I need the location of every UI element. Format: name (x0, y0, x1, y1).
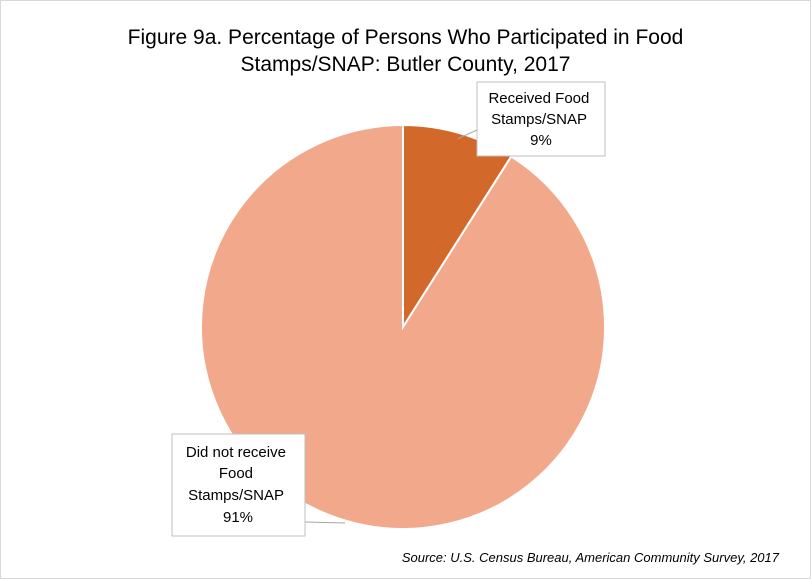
callout-received-box (476, 81, 606, 157)
pie-slices (199, 123, 606, 530)
source-note: Source: U.S. Census Bureau, American Com… (401, 550, 779, 565)
chart-title-line-1: Figure 9a. Percentage of Persons Who Par… (127, 26, 684, 49)
callout-not-received-label-line-2: Food (219, 465, 253, 482)
leader-lines (304, 129, 478, 524)
pie-slice-1 (199, 123, 606, 530)
callout-not-received-value: 91% (223, 509, 253, 526)
callout-received: Received Food Stamps/SNAP 9% (476, 81, 606, 157)
callout-received-label-line-2: Stamps/SNAP (491, 111, 587, 128)
chart-title: Figure 9a. Percentage of Persons Who Par… (0, 24, 811, 78)
callout-received-value: 9% (530, 132, 552, 149)
callout-not-received-box (171, 433, 306, 537)
callout-received-label: Received Food Stamps/SNAP 9% (488, 90, 593, 149)
callout-not-received: Did not receive Food Stamps/SNAP 91% (171, 433, 306, 537)
callout-not-received-label-line-3: Stamps/SNAP (188, 487, 284, 504)
leader-line-0 (457, 129, 478, 140)
chart-title-line-2: Stamps/SNAP: Butler County, 2017 (240, 53, 571, 76)
callout-received-label-line-1: Received Food (488, 90, 589, 107)
callout-not-received-label-line-1: Did not receive (186, 444, 286, 461)
callout-not-received-label: Did not receive Food Stamps/SNAP 91% (186, 444, 290, 526)
leader-line-1 (304, 521, 346, 524)
